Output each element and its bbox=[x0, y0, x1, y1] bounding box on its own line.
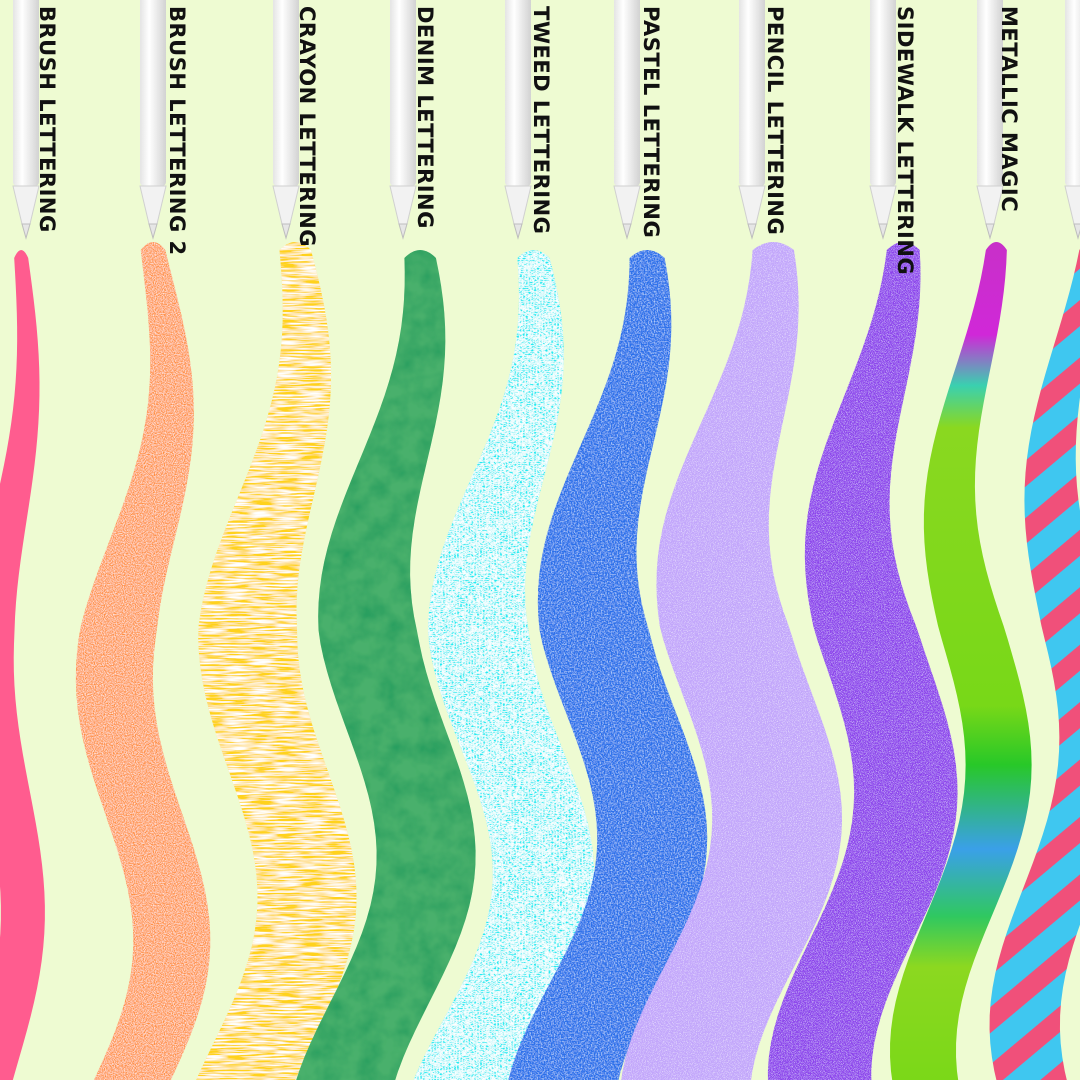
brush-label: METALLIC MAGIC bbox=[997, 6, 1021, 213]
brush-label: BRUSH LETTERING bbox=[35, 6, 59, 233]
stylus-pencil-icon bbox=[869, 0, 897, 240]
stylus-body bbox=[273, 0, 299, 186]
stylus-pencil-icon bbox=[738, 0, 766, 240]
brush-stroke-4 bbox=[296, 250, 476, 1080]
brush-stroke-path bbox=[296, 250, 476, 1080]
brush-stroke-path bbox=[890, 242, 1032, 1080]
brush-stroke-3 bbox=[196, 242, 357, 1080]
brush-stroke-path bbox=[75, 242, 211, 1080]
stylus-tip bbox=[513, 223, 523, 240]
stylus-pencil-icon bbox=[272, 0, 300, 240]
stylus-pencil-icon bbox=[389, 0, 417, 240]
stylus-pencil-icon bbox=[613, 0, 641, 240]
brush-stroke-6 bbox=[508, 250, 708, 1080]
stylus-body bbox=[1065, 0, 1080, 186]
brush-label: TWEED LETTERING bbox=[529, 6, 553, 235]
brush-label: SIDEWALK LETTERING bbox=[893, 6, 917, 276]
stylus-pencil-icon bbox=[504, 0, 532, 240]
stylus-tip bbox=[878, 223, 888, 240]
brush-stroke-path bbox=[413, 250, 594, 1080]
stylus-cone bbox=[139, 185, 167, 225]
brush-stroke-path bbox=[508, 250, 708, 1080]
brush-label: PASTEL LETTERING bbox=[639, 6, 663, 239]
brush-label: BRUSH LETTERING 2 bbox=[165, 6, 189, 256]
stylus-body bbox=[13, 0, 39, 186]
stylus-body bbox=[390, 0, 416, 186]
brush-stroke-path bbox=[196, 242, 357, 1080]
brush-stroke-9 bbox=[890, 242, 1032, 1080]
stylus-tip bbox=[281, 223, 291, 240]
stylus-cone bbox=[738, 185, 766, 225]
stylus-pencil-icon bbox=[976, 0, 1004, 240]
stylus-body bbox=[614, 0, 640, 186]
stylus-cone bbox=[613, 185, 641, 225]
stylus-body bbox=[739, 0, 765, 186]
stylus-body bbox=[140, 0, 166, 186]
stylus-pencil-icon bbox=[139, 0, 167, 240]
stylus-body bbox=[505, 0, 531, 186]
brush-stroke-path bbox=[0, 250, 45, 1080]
brush-stroke-7 bbox=[621, 242, 843, 1080]
brush-label: CRAYON LETTERING bbox=[295, 6, 319, 248]
stylus-pencil-icon bbox=[1064, 0, 1080, 240]
stylus-tip bbox=[398, 223, 408, 240]
stylus-tip bbox=[1073, 223, 1080, 240]
brush-stroke-2 bbox=[75, 242, 211, 1080]
brush-stroke-path bbox=[989, 249, 1080, 1080]
stylus-cone bbox=[1064, 185, 1080, 225]
stylus-tip bbox=[622, 223, 632, 240]
brush-stroke-path bbox=[621, 242, 843, 1080]
stylus-body bbox=[870, 0, 896, 186]
brush-stroke-10 bbox=[989, 249, 1080, 1080]
stylus-tip bbox=[985, 223, 995, 240]
brush-label: PENCIL LETTERING bbox=[763, 6, 787, 236]
brush-stroke-8 bbox=[767, 242, 958, 1080]
brush-stroke-path bbox=[767, 242, 958, 1080]
stylus-pencil-icon bbox=[12, 0, 40, 240]
stylus-tip bbox=[148, 223, 158, 240]
brush-stroke-1 bbox=[0, 250, 45, 1080]
stylus-cone bbox=[504, 185, 532, 225]
stylus-body bbox=[977, 0, 1003, 186]
brush-stroke-5 bbox=[413, 250, 594, 1080]
stylus-tip bbox=[21, 223, 31, 240]
brush-label: DENIM LETTERING bbox=[413, 6, 437, 229]
stylus-tip bbox=[747, 223, 757, 240]
